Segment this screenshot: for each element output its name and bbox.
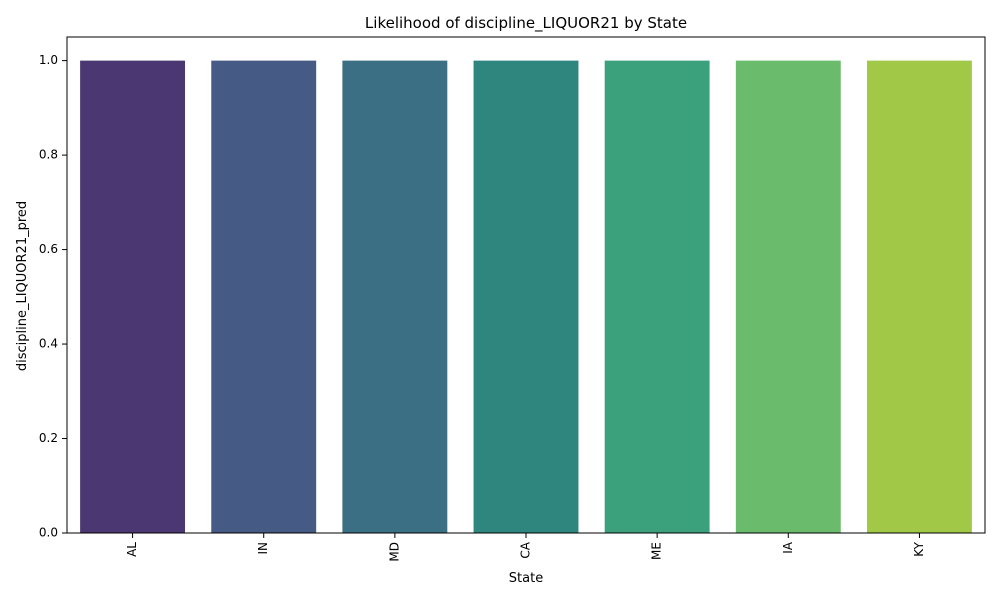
bar-ky	[866, 60, 972, 533]
bar-me	[604, 60, 710, 533]
x-axis-label: State	[509, 571, 543, 586]
y-tick-label: 0.0	[39, 526, 58, 540]
bar-al	[80, 60, 186, 533]
plot-frame	[66, 36, 986, 534]
bar-md	[342, 60, 448, 533]
bar-ca	[473, 60, 579, 533]
y-tick-label: 0.2	[39, 431, 58, 445]
x-tick-label-al: AL	[125, 542, 139, 557]
y-tick-label: 0.6	[39, 242, 58, 256]
y-tick-label: 0.8	[39, 148, 58, 162]
chart-title: Likelihood of discipline_LIQUOR21 by Sta…	[365, 14, 687, 33]
x-tick-label-ky: KY	[912, 541, 926, 556]
plot-area: AL IN MD CA ME IA KY 0.0 0.2 0.4 0.6 0.8 1.0	[39, 36, 986, 562]
bar-in	[211, 60, 317, 533]
bar-ia	[735, 60, 841, 533]
x-tick-label-in: IN	[256, 542, 270, 555]
y-tick-label: 0.4	[39, 337, 58, 351]
x-tick-label-ia: IA	[781, 541, 795, 554]
y-axis-label: discipline_LIQUOR21_pred	[15, 201, 30, 371]
x-tick-label-md: MD	[387, 542, 401, 562]
x-tick-label-me: ME	[650, 542, 664, 560]
x-tick-label-ca: CA	[519, 541, 533, 558]
y-tick-label: 1.0	[39, 53, 58, 67]
